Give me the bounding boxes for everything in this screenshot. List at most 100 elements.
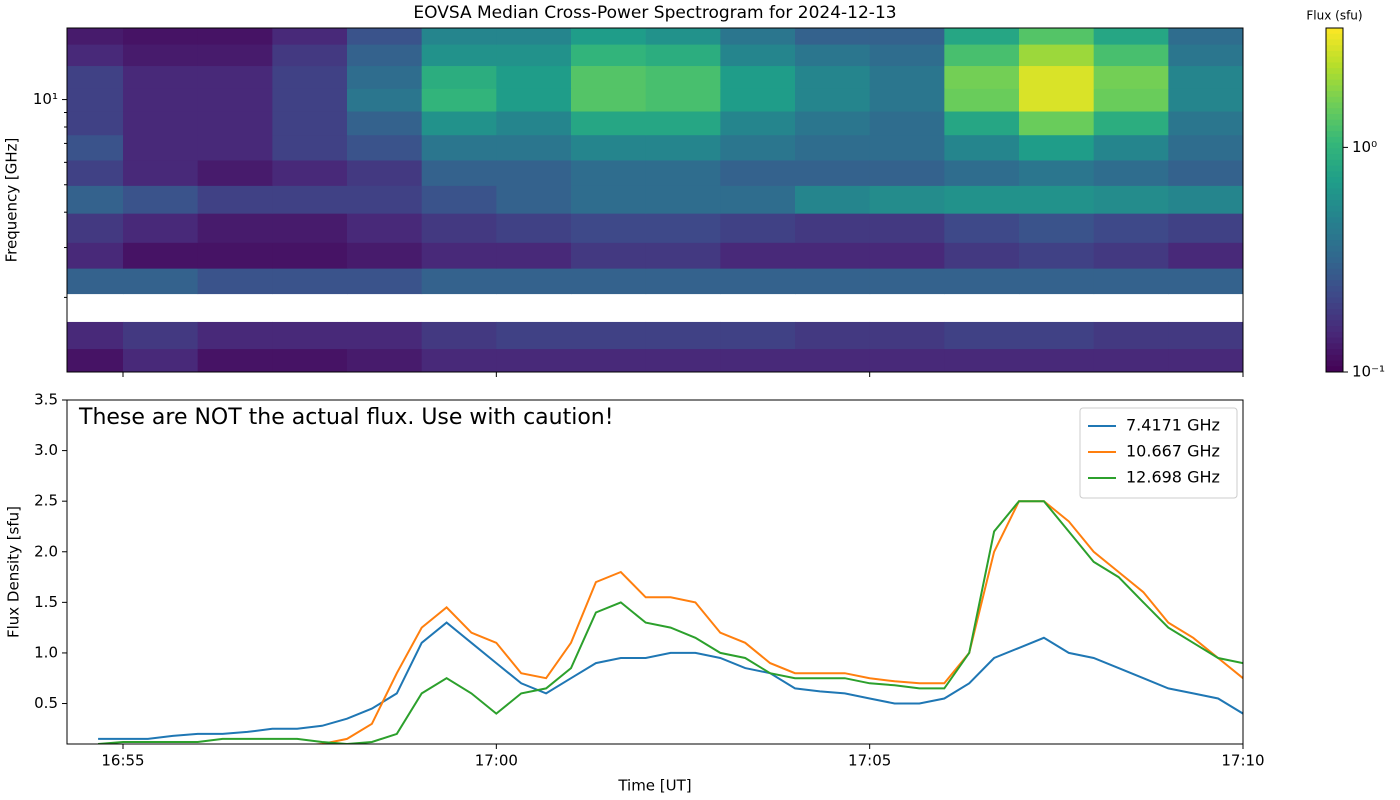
heatmap-cell [123,213,199,243]
x-tick-label: 17:05 [848,752,891,770]
heatmap-cell [720,65,796,89]
heatmap-cell [272,134,348,161]
heatmap-cell [869,88,945,112]
heatmap-cell [944,28,1020,45]
heatmap-cell [795,134,871,161]
heatmap-cell [496,65,572,89]
spectrogram: 10¹ EOVSA Median Cross-Power Spectrogram … [3,3,1244,377]
heatmap-cell [421,28,497,45]
colorbar-swatch [1326,303,1343,310]
heatmap-cell [123,28,199,45]
heatmap-cell [67,88,124,112]
heatmap-cell [1019,88,1095,112]
colorbar-swatch [1326,182,1343,190]
heatmap-cell [347,213,423,243]
colorbar-swatch [1326,314,1343,321]
heatmap-cell [421,213,497,243]
heatmap-cell [197,213,273,243]
heatmap-cell [67,160,124,186]
heatmap-cell [645,44,721,67]
heatmap-cell [869,348,945,372]
heatmap-cell [869,185,945,214]
x-tick-label: 16:55 [101,752,144,770]
colorbar-swatch [1326,274,1343,281]
colorbar-swatch [1326,148,1343,155]
heatmap-cell [123,65,199,89]
heatmap-cell [421,321,497,350]
colorbar-swatch [1326,159,1343,167]
heatmap-cell [347,321,423,350]
heatmap-cell [197,44,273,67]
heatmap-cell [795,111,871,136]
heatmap-cell [571,111,647,136]
heatmap-cell [1019,111,1095,136]
heatmap-cell [720,111,796,136]
heatmap-cell [67,213,124,243]
heatmap-cell [197,111,273,136]
y-tick-label: 3.5 [34,391,58,409]
colorbar-swatch [1326,96,1343,104]
heatmap-cell [347,44,423,67]
heatmap-cell [1019,213,1095,243]
heatmap-cell [197,88,273,112]
colorbar-swatch [1326,360,1343,367]
colorbar-swatch [1326,119,1343,126]
heatmap-cell [944,321,1020,350]
colorbar-swatch [1326,102,1343,109]
heatmap-cell [272,242,348,269]
heatmap-cell [496,28,572,45]
heatmap-cell [272,185,348,214]
colorbar-label: Flux (sfu) [1306,9,1362,23]
plot-frame [66,27,1244,373]
colorbar-frame [1325,27,1344,373]
heatmap-cell [496,88,572,112]
heatmap-cell [1093,242,1169,269]
colorbar-tick-label: 10⁰ [1352,138,1377,156]
heatmap-cell [944,134,1020,161]
colorbar-swatch [1326,349,1343,356]
heatmap-cell [347,185,423,214]
heatmap-cell [795,268,871,295]
heatmap-cell [1019,28,1095,45]
colorbar-swatch [1326,257,1343,264]
heatmap-cell [496,268,572,295]
heatmap-cell [1019,65,1095,89]
colorbar-swatch [1326,50,1343,58]
heatmap-cell [347,160,423,186]
heatmap-cell [944,185,1020,214]
heatmap-cell [123,111,199,136]
colorbar-swatch [1326,234,1343,241]
colorbar-swatch [1326,222,1343,230]
heatmap-cell [645,111,721,136]
plot-frame [66,399,1244,745]
heatmap-cell [421,348,497,372]
heatmap-cell [272,44,348,67]
heatmap-cell [123,185,199,214]
heatmap-cell [1093,88,1169,112]
heatmap-cell [1093,44,1169,67]
heatmap-cell [720,348,796,372]
heatmap-cell [1093,65,1169,89]
colorbar-swatch [1326,200,1343,207]
heatmap-cell [795,65,871,89]
heatmap-cell [571,321,647,350]
heatmap-cell [1019,185,1095,214]
y-tick-label: 1.0 [34,643,58,661]
heatmap-cell [720,44,796,67]
heatmap-cell [347,111,423,136]
heatmap-cell [1019,348,1095,372]
heatmap-cell [272,348,348,372]
heatmap-cell [720,213,796,243]
heatmap-cell [869,65,945,89]
colorbar-swatch [1326,68,1343,75]
heatmap-cell [197,268,273,295]
heatmap-cell [1019,268,1095,295]
heatmap-cell [347,268,423,295]
heatmap-cell [123,44,199,67]
heatmap-cell [571,242,647,269]
heatmap-cell [795,44,871,67]
y-axis-label: Frequency [GHz] [3,138,21,263]
heatmap-cell [795,185,871,214]
heatmap-cell [496,348,572,372]
heatmap-cell [869,213,945,243]
